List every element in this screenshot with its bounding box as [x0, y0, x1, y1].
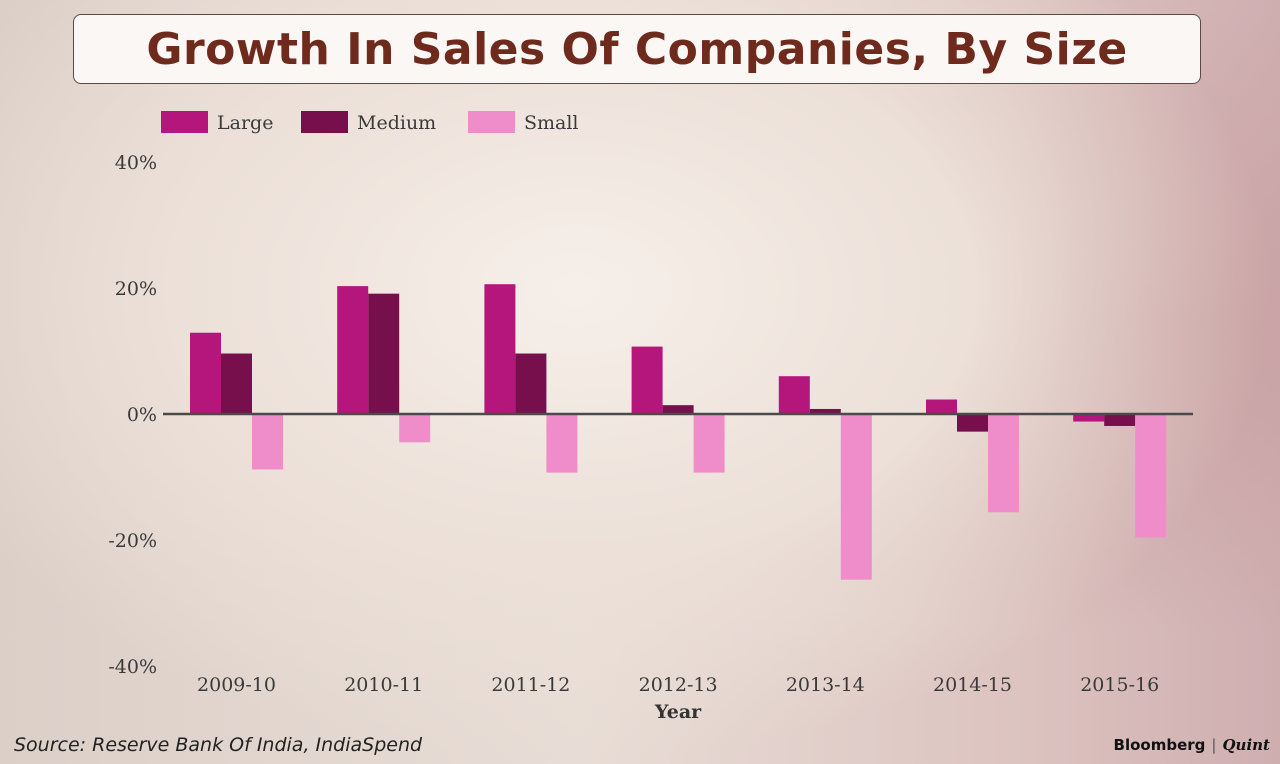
x-tick-label: 2012-13	[639, 674, 718, 696]
bar-large-2009-10	[190, 332, 221, 414]
x-axis-title: Year	[654, 701, 702, 723]
legend-swatch-small	[468, 111, 515, 133]
source-note: Source: Reserve Bank Of India, IndiaSpen…	[14, 734, 423, 756]
bar-medium-2010-11	[368, 293, 400, 414]
brand-primary: Bloomberg	[1113, 736, 1206, 754]
bar-medium-2013-14	[809, 408, 841, 414]
bar-small-2015-16	[1135, 414, 1167, 538]
bar-small-2012-13	[693, 414, 725, 473]
bar-medium-2012-13	[662, 405, 694, 414]
y-tick-label: -40%	[108, 656, 157, 678]
legend-swatch-large	[161, 111, 208, 133]
y-tick-label: 40%	[115, 152, 157, 174]
bar-small-2011-12	[546, 414, 578, 473]
brand-logo: Bloomberg | Quint	[1114, 736, 1270, 754]
bar-medium-2015-16	[1104, 414, 1136, 426]
y-tick-label: 0%	[127, 404, 157, 426]
bar-small-2010-11	[399, 414, 431, 443]
bar-large-2015-16	[1073, 414, 1105, 422]
bar-large-2013-14	[778, 376, 810, 414]
bar-large-2010-11	[337, 286, 369, 414]
bar-medium-2011-12	[515, 353, 547, 414]
brand-separator: |	[1211, 736, 1217, 754]
x-tick-label: 2013-14	[786, 674, 865, 696]
bar-large-2012-13	[631, 346, 663, 414]
legend-label-large: Large	[217, 112, 273, 134]
x-tick-label: 2014-15	[933, 674, 1012, 696]
x-tick-label: 2009-10	[197, 674, 276, 696]
legend-label-small: Small	[524, 112, 579, 134]
chart-title: Growth In Sales Of Companies, By Size	[146, 23, 1128, 75]
x-tick-label: 2010-11	[344, 674, 423, 696]
bar-large-2014-15	[926, 399, 957, 414]
brand-secondary: Quint	[1222, 736, 1270, 754]
legend-label-medium: Medium	[357, 112, 436, 134]
x-tick-label: 2011-12	[491, 674, 570, 696]
bar-large-2011-12	[484, 284, 516, 414]
y-tick-label: -20%	[108, 530, 157, 552]
bar-medium-2009-10	[221, 353, 252, 414]
legend-swatch-medium	[301, 111, 348, 133]
bar-small-2009-10	[252, 414, 283, 470]
bar-small-2013-14	[840, 414, 872, 580]
y-tick-label: 20%	[115, 278, 157, 300]
title-box: Growth In Sales Of Companies, By Size	[73, 14, 1201, 84]
bar-small-2014-15	[988, 414, 1019, 513]
bar-medium-2014-15	[957, 414, 988, 432]
x-tick-label: 2015-16	[1080, 674, 1159, 696]
